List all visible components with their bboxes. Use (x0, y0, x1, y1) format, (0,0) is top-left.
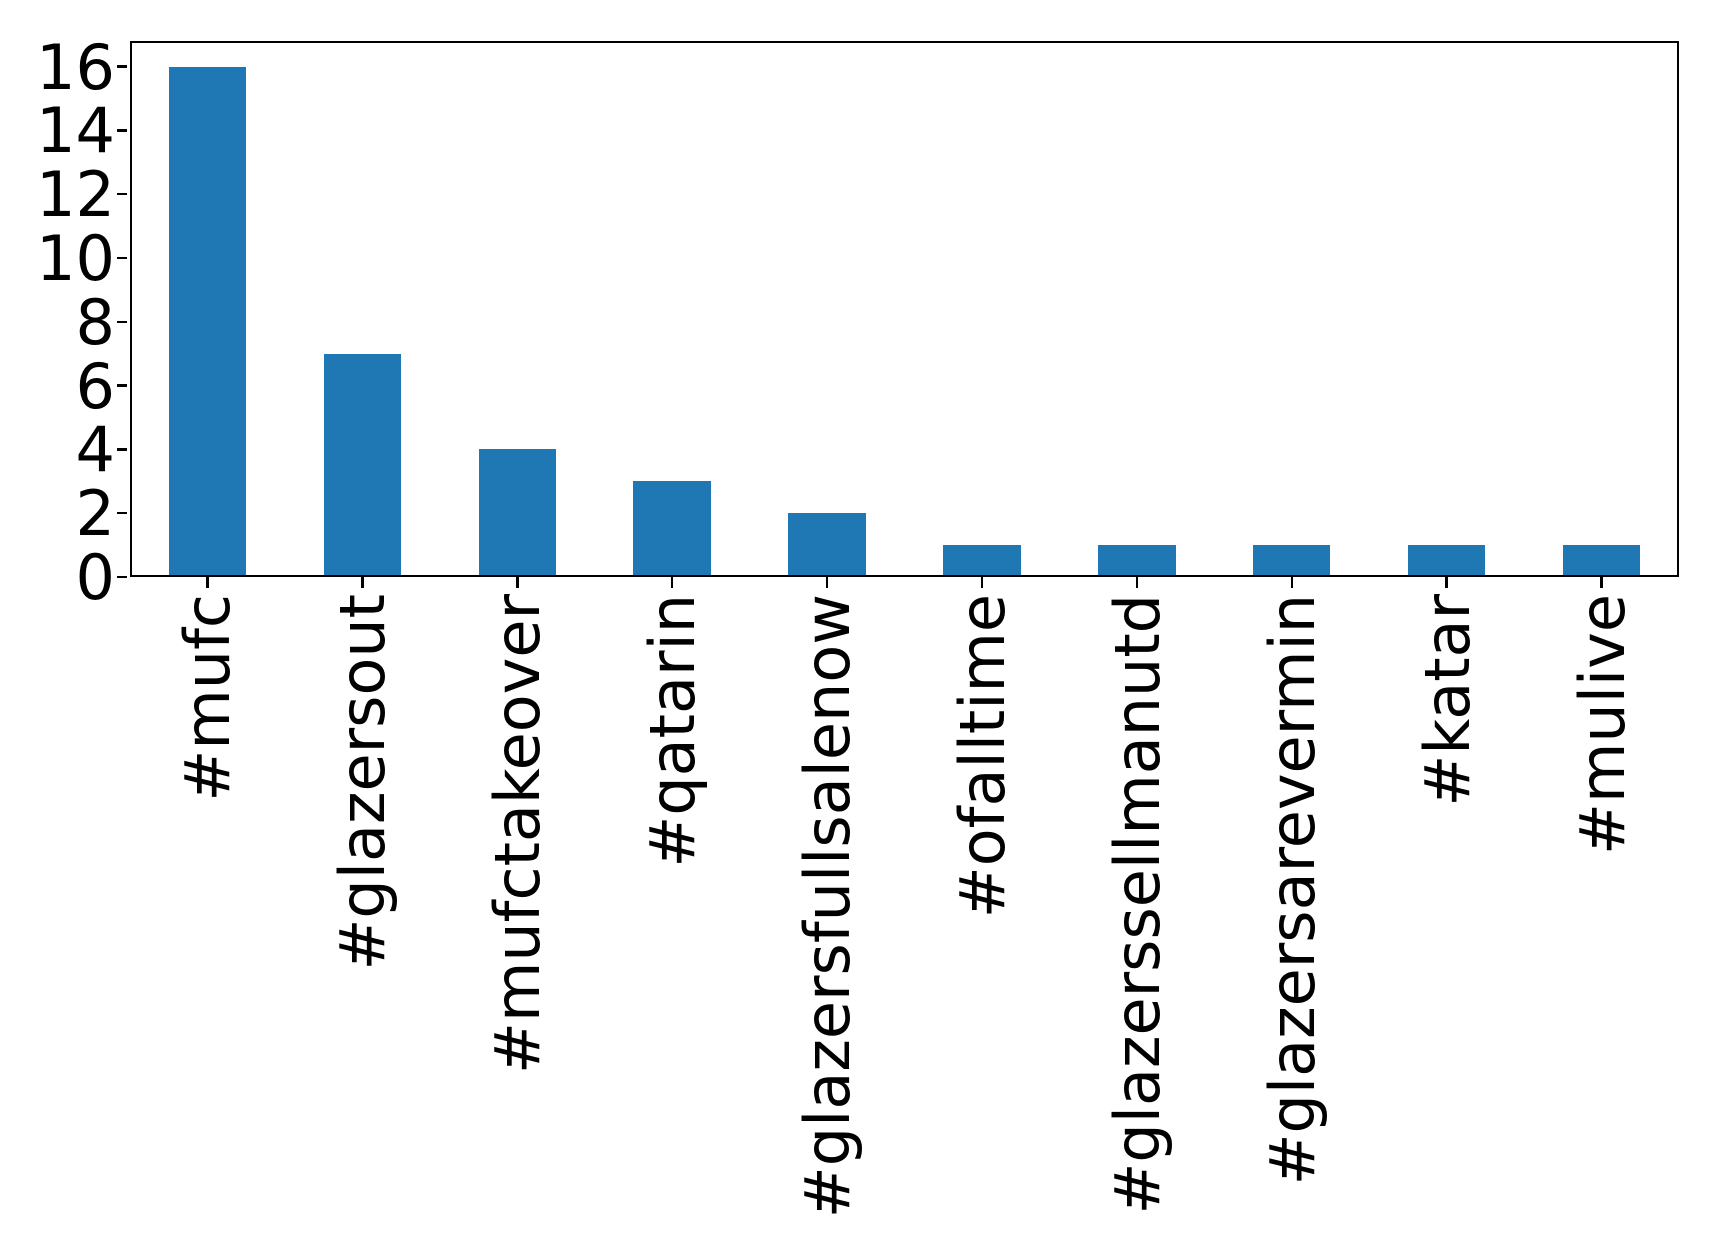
y-tick-label: 12 (36, 158, 115, 232)
x-tick-label: #mulive (1565, 594, 1639, 856)
y-tick-label: 10 (36, 221, 115, 295)
x-tick-mark (1290, 577, 1293, 588)
x-tick-mark (516, 577, 519, 588)
bar-glazersfullsalenow (788, 513, 866, 577)
y-tick-mark (116, 384, 128, 387)
x-tick-label: #glazersout (326, 594, 400, 971)
y-tick-mark (116, 129, 128, 132)
y-tick-label: 4 (75, 413, 115, 487)
x-tick-label: #mufctakeover (481, 594, 555, 1075)
y-tick-label: 14 (36, 94, 115, 168)
x-tick-label: #katar (1410, 594, 1484, 807)
y-tick-mark (116, 320, 128, 323)
x-tick-label: #qatarin (636, 594, 710, 868)
bar-mufc (168, 66, 247, 577)
bar-mulive (1562, 545, 1641, 577)
y-tick-label: 8 (75, 285, 115, 359)
y-tick-mark (116, 575, 128, 579)
x-tick-label: #glazersarevermin (1255, 594, 1329, 1186)
y-tick-mark (116, 448, 128, 451)
y-tick-mark (116, 511, 128, 515)
y-tick-label: 2 (75, 477, 115, 551)
bar-glazersarevermin (1253, 545, 1331, 577)
x-tick-mark (206, 577, 209, 588)
bar-mufctakeover (478, 449, 556, 577)
x-tick-label: #mufc (171, 594, 245, 802)
x-tick-mark (825, 577, 829, 588)
x-tick-mark (980, 577, 984, 588)
x-tick-mark (1135, 577, 1139, 588)
y-tick-label: 16 (36, 30, 115, 104)
x-tick-label: #ofalltime (945, 594, 1019, 919)
x-tick-mark (670, 577, 674, 588)
bar-glazerssellmanutd (1098, 545, 1176, 577)
x-tick-label: #glazerssellmanutd (1100, 594, 1174, 1215)
y-tick-mark (116, 192, 128, 196)
x-tick-mark (1600, 577, 1603, 588)
bar-ofalltime (943, 545, 1021, 577)
bar-qatarin (633, 481, 711, 577)
bar-glazersout (323, 353, 402, 577)
x-tick-mark (361, 577, 364, 588)
y-tick-label: 0 (75, 541, 115, 614)
y-tick-mark (116, 65, 128, 68)
bar-katar (1407, 545, 1486, 577)
y-tick-mark (116, 256, 128, 260)
x-tick-label: #glazersfullsalenow (791, 594, 865, 1219)
y-tick-label: 6 (75, 349, 115, 423)
x-tick-mark (1445, 577, 1448, 588)
